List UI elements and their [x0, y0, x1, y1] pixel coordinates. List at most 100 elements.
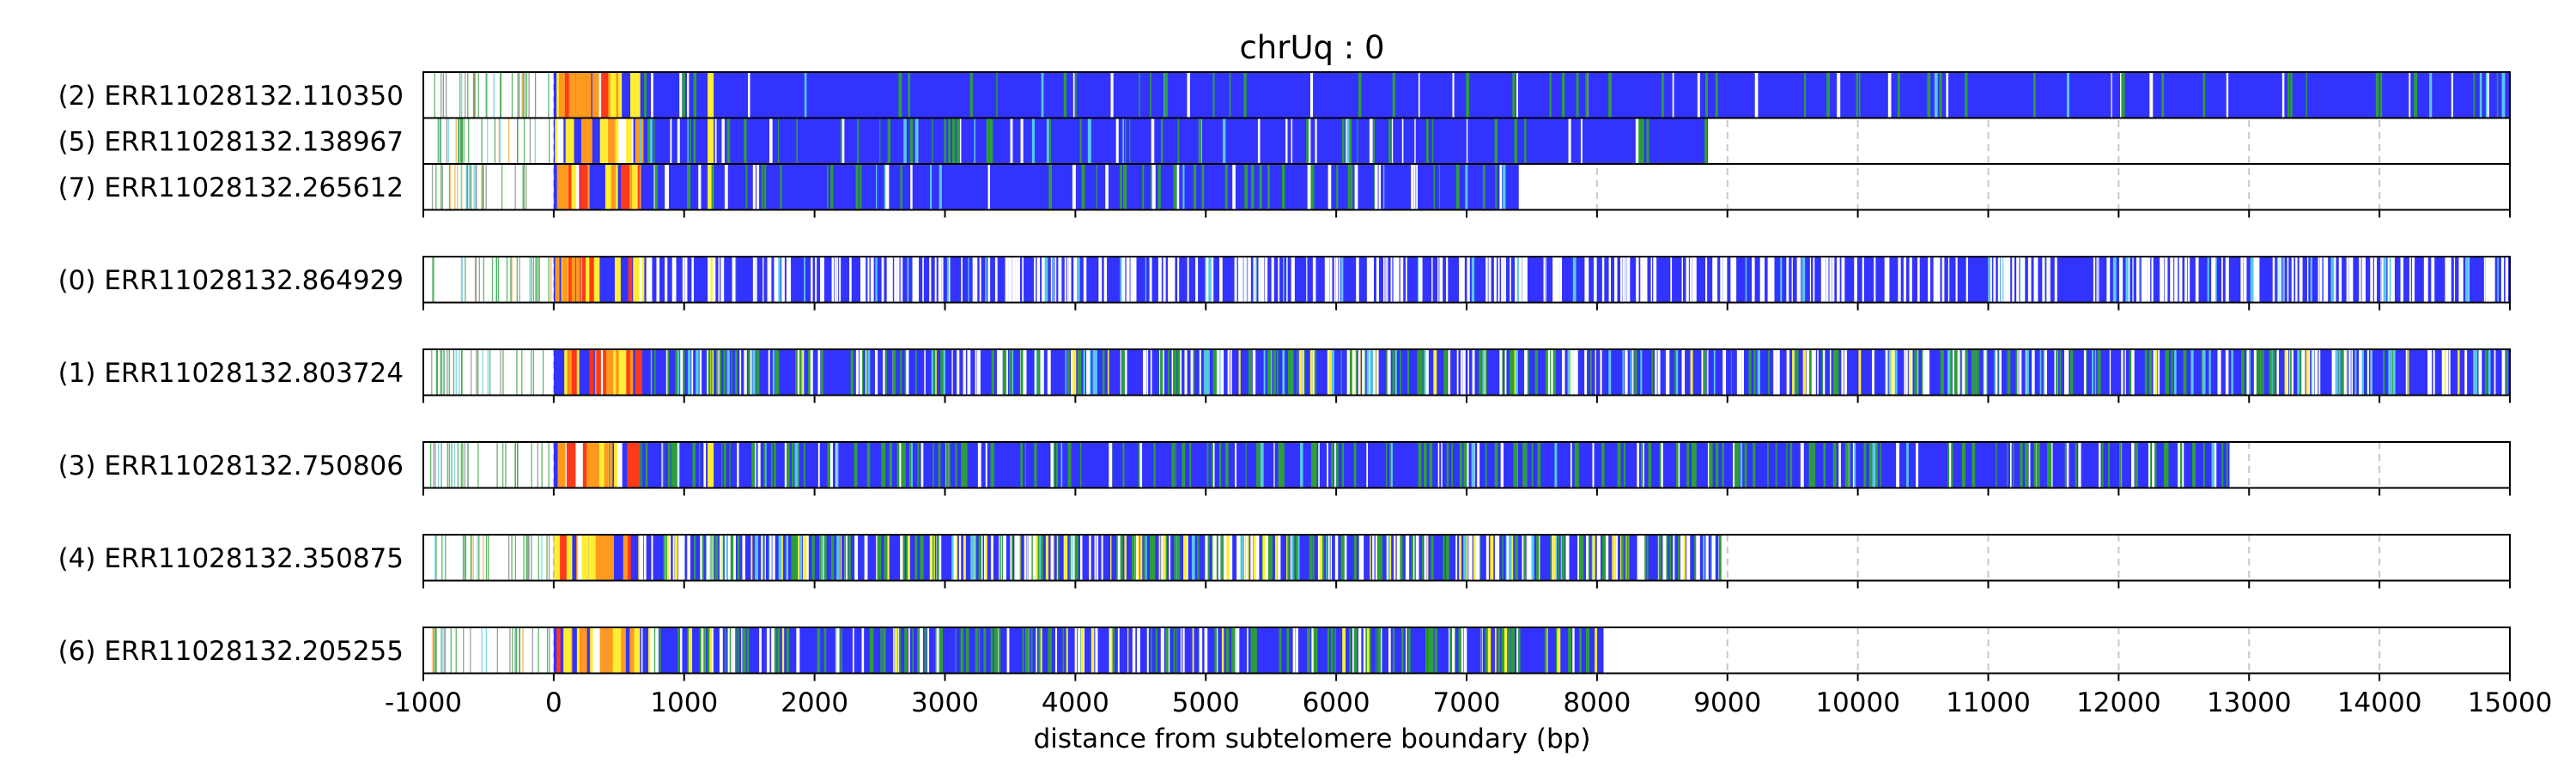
subtelomere-mark	[438, 442, 440, 488]
sequence-mark	[1267, 349, 1271, 396]
sequence-mark	[1245, 442, 1247, 488]
subtelomere-mark	[459, 72, 461, 118]
sequence-mark	[1186, 535, 1188, 581]
sequence-mark	[1753, 442, 1756, 488]
subtelomere-mark	[440, 627, 442, 674]
sequence-mark	[1313, 257, 1315, 303]
sequence-mark	[2112, 257, 2117, 303]
sequence-mark	[1205, 257, 1207, 303]
sequence-mark	[2149, 442, 2152, 488]
sequence-mark	[1953, 349, 1958, 396]
sequence-mark	[2193, 442, 2196, 488]
sequence-mark	[2130, 442, 2135, 488]
sequence-mark	[1125, 349, 1127, 396]
sequence-mark	[1614, 257, 1618, 303]
sequence-mark	[1248, 349, 1251, 396]
subtelomere-mark	[507, 535, 510, 581]
repeat-mark	[558, 72, 565, 118]
repeat-mark	[571, 257, 576, 303]
sequence-mark	[1055, 442, 1059, 488]
sequence-mark	[1554, 257, 1558, 303]
sequence-mark	[2331, 349, 2334, 396]
subtelomere-mark	[448, 442, 450, 488]
sequence-mark	[1780, 257, 1783, 303]
subtelomere-mark	[548, 257, 550, 303]
sequence-mark	[778, 535, 782, 581]
sequence-mark	[1129, 118, 1131, 164]
sequence-mark	[1460, 257, 1464, 303]
subtelomere-mark	[434, 535, 436, 581]
sequence-mark	[1342, 118, 1345, 164]
sequence-mark	[1331, 442, 1334, 488]
read-body	[553, 164, 1519, 210]
sequence-mark	[1854, 442, 1856, 488]
sequence-mark	[1965, 257, 1968, 303]
subtelomere-mark	[460, 257, 463, 303]
sequence-mark	[2348, 257, 2352, 303]
subtelomere-mark	[463, 118, 465, 164]
sequence-mark	[2400, 257, 2404, 303]
sequence-mark	[1898, 257, 1900, 303]
subtelomere-mark	[517, 442, 519, 488]
sequence-mark	[2122, 72, 2125, 118]
sequence-mark	[1482, 349, 1485, 396]
sequence-mark	[844, 535, 847, 581]
sequence-mark	[932, 118, 933, 164]
sequence-mark	[916, 627, 919, 674]
sequence-mark	[674, 535, 678, 581]
sequence-mark	[1116, 535, 1118, 581]
sequence-mark	[1608, 257, 1612, 303]
repeat-mark	[567, 72, 576, 118]
sequence-mark	[1049, 118, 1051, 164]
repeat-mark	[609, 442, 613, 488]
sequence-mark	[1640, 349, 1643, 396]
sequence-mark	[1898, 72, 1900, 118]
sequence-mark	[1184, 349, 1188, 396]
subtelomere-mark	[444, 627, 447, 674]
sequence-mark	[956, 118, 959, 164]
sequence-mark	[1292, 535, 1295, 581]
repeat-mark	[568, 349, 577, 396]
sequence-mark	[1340, 257, 1344, 303]
subtelomere-mark	[451, 442, 453, 488]
sequence-mark	[2075, 442, 2077, 488]
sequence-mark	[1127, 627, 1129, 674]
sequence-mark	[886, 257, 889, 303]
subtelomere-mark	[442, 72, 445, 118]
sequence-mark	[1366, 349, 1370, 396]
sequence-mark	[2163, 442, 2167, 488]
sequence-mark	[731, 627, 733, 674]
sequence-mark	[909, 118, 914, 164]
sequence-mark	[1321, 535, 1325, 581]
repeat-mark	[607, 535, 613, 581]
sequence-mark	[2012, 442, 2014, 488]
repeat-mark	[575, 442, 584, 488]
sequence-mark	[2330, 257, 2335, 303]
sequence-mark	[2414, 72, 2418, 118]
subtelomere-mark	[457, 164, 459, 210]
repeat-mark	[610, 118, 616, 164]
sequence-mark	[2000, 349, 2002, 396]
sequence-mark	[1291, 535, 1294, 581]
sequence-mark	[1123, 442, 1125, 488]
sequence-mark	[2170, 257, 2174, 303]
sequence-mark	[2211, 442, 2215, 488]
sequence-mark	[1274, 535, 1278, 581]
sequence-mark	[1039, 627, 1042, 674]
sequence-mark	[640, 118, 642, 164]
sequence-mark	[1651, 349, 1654, 396]
sequence-mark	[1400, 349, 1401, 396]
sequence-mark	[1149, 535, 1152, 581]
sequence-mark	[1366, 627, 1370, 674]
sequence-mark	[1170, 257, 1173, 303]
sequence-mark	[1485, 627, 1487, 674]
sequence-mark	[748, 349, 750, 396]
sequence-mark	[1010, 118, 1013, 164]
sequence-mark	[2208, 349, 2211, 396]
sequence-mark	[689, 118, 691, 164]
repeat-mark	[611, 164, 617, 210]
sequence-mark	[2334, 349, 2338, 396]
sequence-mark	[1965, 349, 1968, 396]
sequence-mark	[1579, 535, 1583, 581]
x-axis-label: distance from subtelomere boundary (bp)	[1034, 723, 1591, 754]
